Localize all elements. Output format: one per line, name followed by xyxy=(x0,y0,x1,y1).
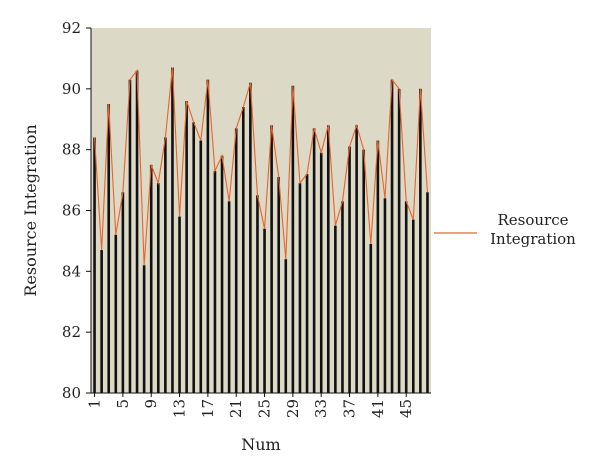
bar xyxy=(426,192,429,393)
bar xyxy=(100,250,103,393)
bar xyxy=(404,201,408,393)
bar xyxy=(93,137,96,393)
y-axis-title: Resource Integration xyxy=(21,124,40,296)
bar xyxy=(319,152,323,393)
bar xyxy=(270,125,273,393)
bar xyxy=(128,79,132,394)
x-tick-label: 25 xyxy=(256,399,274,418)
bar xyxy=(171,67,174,393)
legend-label: Resource Integration xyxy=(490,211,576,248)
bar xyxy=(419,88,422,393)
bar xyxy=(107,104,111,393)
x-tick-label: 37 xyxy=(341,399,359,418)
bar xyxy=(142,265,146,393)
bar xyxy=(135,70,139,393)
x-tick-label: 33 xyxy=(312,399,330,418)
y-ticks: 80 82 84 86 88 90 92 xyxy=(62,19,91,402)
bar xyxy=(355,125,358,393)
x-tick-label: 1 xyxy=(86,399,104,409)
bar xyxy=(369,243,373,393)
bar xyxy=(164,137,167,393)
bar xyxy=(397,88,401,393)
y-tick-label: 90 xyxy=(62,80,81,98)
bar xyxy=(178,216,181,393)
bar xyxy=(383,198,387,393)
bar xyxy=(149,164,153,394)
bar xyxy=(220,155,224,393)
x-tick-label: 9 xyxy=(142,399,160,409)
x-tick-label: 5 xyxy=(114,399,132,409)
bar xyxy=(291,85,295,393)
bar xyxy=(362,149,366,393)
bar xyxy=(326,125,330,393)
bar xyxy=(390,79,394,394)
bar xyxy=(121,192,125,393)
x-tick-label: 17 xyxy=(199,399,217,418)
legend: Resource Integration xyxy=(434,211,576,248)
bar-series xyxy=(93,67,429,394)
x-tick-label: 13 xyxy=(171,399,189,418)
y-tick-label: 92 xyxy=(62,19,81,37)
bar xyxy=(348,146,351,393)
bar xyxy=(199,140,203,393)
series-line xyxy=(93,67,429,266)
bar xyxy=(376,140,380,393)
bar xyxy=(334,225,337,393)
x-tick-label: 21 xyxy=(227,399,245,418)
bar xyxy=(298,183,302,393)
y-tick-label: 88 xyxy=(62,141,81,159)
bar xyxy=(227,201,231,393)
bar xyxy=(411,219,415,393)
bar xyxy=(206,79,210,394)
x-axis-title: Num xyxy=(241,435,280,454)
y-tick-label: 80 xyxy=(62,384,81,402)
bar xyxy=(114,234,118,393)
y-tick-label: 84 xyxy=(62,262,81,280)
bar xyxy=(256,195,259,393)
bar xyxy=(213,170,217,393)
bar xyxy=(305,174,309,393)
y-tick-label: 86 xyxy=(62,202,81,220)
bar xyxy=(234,128,238,393)
x-tick-label: 29 xyxy=(284,399,302,418)
bar xyxy=(249,82,252,393)
bar xyxy=(341,201,344,393)
bar xyxy=(312,128,316,393)
bar xyxy=(284,259,288,393)
y-tick-label: 82 xyxy=(62,323,81,341)
x-tick-label: 41 xyxy=(369,399,387,418)
bar xyxy=(185,101,188,393)
x-ticks: 1 5 9 13 17 21 25 29 33 37 41 45 xyxy=(86,393,415,418)
bar xyxy=(192,122,196,393)
bar xyxy=(263,228,266,393)
x-tick-label: 45 xyxy=(397,399,415,418)
bar xyxy=(277,177,281,393)
bar xyxy=(241,107,245,393)
bar xyxy=(156,183,160,393)
